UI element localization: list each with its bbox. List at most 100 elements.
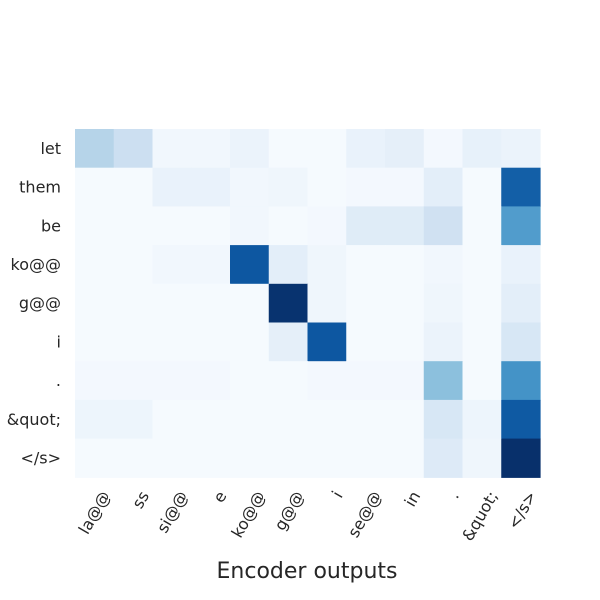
heatmap-cell (462, 167, 502, 207)
heatmap-cell (230, 438, 270, 478)
heatmap-cell (268, 283, 309, 324)
heatmap-cell (346, 129, 386, 169)
heatmap-cell (385, 283, 425, 324)
heatmap-cell (346, 438, 386, 478)
x-tick-label: g@@ (270, 488, 308, 534)
heatmap-cell (230, 206, 270, 246)
heatmap-cell (501, 206, 541, 246)
x-tick-label: &quot; (458, 488, 502, 544)
heatmap-cell (230, 245, 270, 285)
heatmap-cell (191, 283, 231, 324)
heatmap-cell (307, 206, 347, 246)
x-tick-labels: la@@ ss si@@ eko@@ g@@ ise@@ in .&quot; </s> (75, 488, 541, 544)
heatmap-cell (268, 438, 309, 478)
heatmap-cell (385, 206, 425, 246)
heatmap-cell (307, 129, 347, 169)
x-tick-label: . (444, 488, 463, 502)
heatmap-cell (307, 361, 347, 401)
heatmap-cell (307, 322, 347, 362)
heatmap-cell (268, 361, 309, 401)
heatmap-cell (346, 245, 386, 285)
heatmap-cell (75, 245, 115, 285)
heatmap-cell (191, 361, 231, 401)
y-tick-label: g@@ (19, 294, 61, 313)
heatmap-cell (75, 283, 115, 324)
heatmap-cell (152, 438, 192, 478)
heatmap-cell (75, 206, 115, 246)
heatmap-cell (75, 361, 115, 401)
heatmap-cell (346, 167, 386, 207)
heatmap-cell (346, 283, 386, 324)
heatmap-cell (152, 361, 192, 401)
heatmap-cell (423, 322, 464, 362)
heatmap-cell (191, 167, 231, 207)
heatmap-cell (423, 167, 464, 207)
heatmap-cell (501, 167, 541, 207)
heatmap-cell (462, 438, 502, 478)
heatmap-cell (462, 206, 502, 246)
x-tick-label: i (328, 488, 347, 501)
heatmap-cell (113, 167, 154, 207)
heatmap-cell (307, 399, 347, 440)
heatmap-cell (152, 245, 192, 285)
heatmap-cell (501, 129, 541, 169)
heatmap-cell (501, 322, 541, 362)
heatmap-cell (423, 245, 464, 285)
heatmap-cell (152, 167, 192, 207)
heatmap-cell (113, 399, 154, 440)
heatmap-cell (501, 438, 541, 478)
heatmap-cell (501, 283, 541, 324)
heatmap-cell (113, 245, 154, 285)
heatmap-cell (113, 361, 154, 401)
heatmap-cell (307, 167, 347, 207)
heatmap-cell (113, 129, 154, 169)
heatmap-cell (385, 438, 425, 478)
x-axis-label: Encoder outputs (217, 559, 398, 584)
heatmap-cell (268, 206, 309, 246)
heatmap-cell (191, 322, 231, 362)
heatmap-cell (385, 129, 425, 169)
x-tick-label: e (209, 488, 230, 506)
heatmap-cell (346, 322, 386, 362)
heatmap-cell (268, 322, 309, 362)
heatmap-cell (462, 129, 502, 169)
heatmap-cell (152, 322, 192, 362)
heatmap-cell (191, 399, 231, 440)
heatmap-cell (462, 283, 502, 324)
heatmap-cell (501, 399, 541, 440)
heatmap-cell (423, 361, 464, 401)
heatmap-cell (385, 245, 425, 285)
heatmap-cell (75, 167, 115, 207)
y-tick-label: . (56, 371, 61, 390)
heatmap-cell (75, 322, 115, 362)
heatmap-cell (423, 283, 464, 324)
x-tick-label: si@@ (153, 488, 192, 536)
x-tick-label: ss (128, 488, 153, 512)
heatmap-cell (346, 361, 386, 401)
heatmap-cell (268, 167, 309, 207)
heatmap-cell (423, 206, 464, 246)
heatmap-cell (268, 129, 309, 169)
heatmap-cell (191, 438, 231, 478)
heatmap-cell (307, 438, 347, 478)
heatmap-cell (230, 361, 270, 401)
heatmap-cell (307, 283, 347, 324)
heatmap-cell (307, 245, 347, 285)
heatmap-cell (191, 129, 231, 169)
heatmap-cell (268, 245, 309, 285)
heatmap-cell (113, 438, 154, 478)
heatmap-cell (385, 361, 425, 401)
heatmap-cell (462, 361, 502, 401)
x-tick-label: in (400, 488, 424, 510)
heatmap-cell (75, 399, 115, 440)
heatmap-cell (423, 438, 464, 478)
heatmap-cell (230, 283, 270, 324)
y-tick-label: i (57, 332, 61, 351)
heatmap-cell (385, 322, 425, 362)
heatmap-cell (462, 322, 502, 362)
heatmap-cell (75, 129, 115, 169)
heatmap-cell (230, 399, 270, 440)
y-tick-label: them (19, 178, 61, 197)
heatmap-cell (152, 129, 192, 169)
